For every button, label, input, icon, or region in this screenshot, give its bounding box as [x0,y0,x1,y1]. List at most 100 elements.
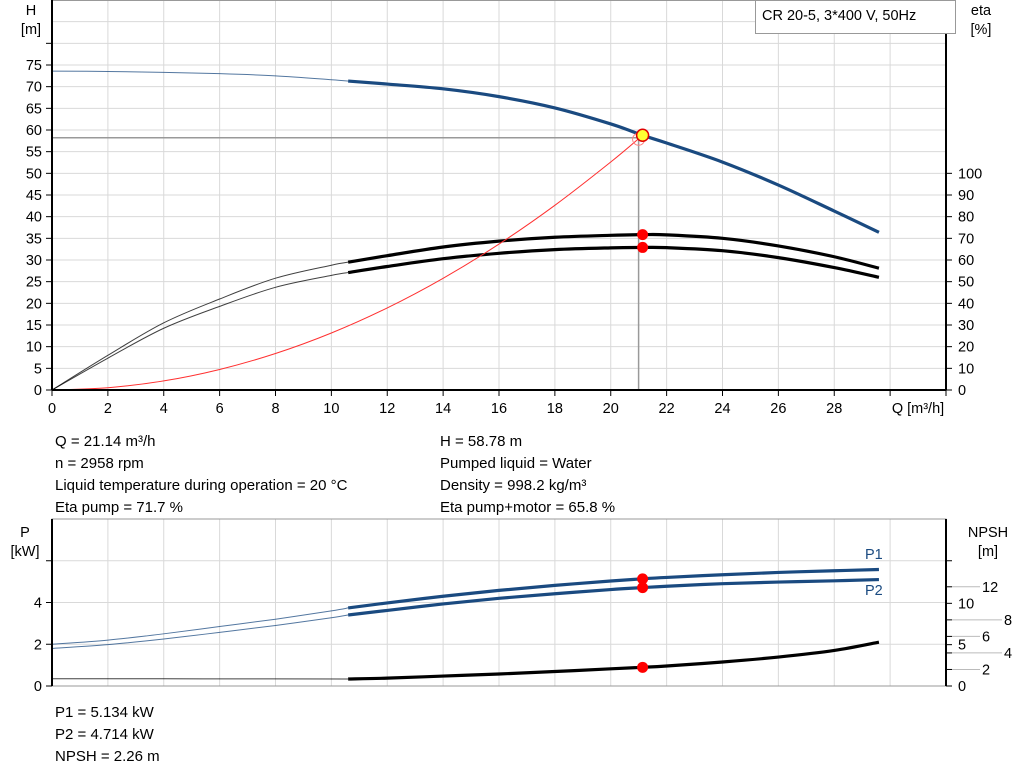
y-left-tick-label: 0 [34,383,42,399]
P2-curve [347,577,879,617]
x-tick-label: 4 [160,401,168,417]
x-tick-label: 10 [323,401,339,417]
y-right-tick-label: 0 [958,383,966,399]
p1-marker [637,573,649,585]
y-right-tick-label: 70 [958,231,974,247]
y-left-tick-label: 20 [26,296,42,312]
x-tick-label: 22 [659,401,675,417]
duty-info-left: Q = 21.14 m³/h n = 2958 rpm Liquid tempe… [55,431,347,519]
duty-point-marker [635,128,650,143]
top-y-right-label-1: eta [971,3,992,19]
top-y-right-label-2: [%] [971,22,992,38]
npsh-tick-label: 2 [982,662,990,678]
info-pumped-liquid: Pumped liquid = Water [440,455,592,472]
y-left-tick-label: 35 [26,231,42,247]
top-chart-grid [52,0,946,390]
y-left-tick-label: 70 [26,80,42,96]
legend-text: CR 20-5, 3*400 V, 50Hz [762,8,916,24]
npsh-tick-label: 4 [1004,646,1012,662]
duty-info-right: H = 58.78 m Pumped liquid = Water Densit… [440,431,615,519]
p-tick-label: 4 [34,596,42,612]
npsh-tick-label: 6 [982,629,990,645]
info-eta-pump: Eta pump = 71.7 % [55,499,183,516]
x-tick-label: 12 [379,401,395,417]
eta_pump-curve-thin [51,261,349,391]
npsh-tick-label: 0 [958,679,966,695]
x-tick-label: 6 [216,401,224,417]
info-liquid-temp: Liquid temperature during operation = 20… [55,477,348,494]
eta_pump-curve [347,232,880,270]
y-right-tick-label: 90 [958,188,974,204]
bottom-y-right-label-1: NPSH [968,525,1008,541]
x-tick-label: 0 [48,401,56,417]
npsh-tick-label: 10 [958,596,974,612]
npsh-marker [637,661,649,673]
y-left-tick-label: 10 [26,340,42,356]
p2-marker [637,582,649,594]
P2-curve-thin [51,614,349,649]
eta-pump-marker [637,229,649,241]
x-tick-label: 24 [714,401,730,417]
x-tick-label: 8 [271,401,279,417]
x-tick-label: 18 [547,401,563,417]
bottom-y-left-label-1: P [20,525,30,541]
y-left-tick-label: 25 [26,275,42,291]
P1-curve [347,567,879,610]
x-tick-label: 16 [491,401,507,417]
y-right-tick-label: 30 [958,318,974,334]
y-left-tick-label: 45 [26,188,42,204]
eta_pump_motor-curve [347,245,880,279]
bottom-y-left-label-2: [kW] [11,544,40,560]
y-left-tick-label: 60 [26,123,42,139]
axes: 0 2 4 6 8 10 12 14 16 18 20 22 24 26 28051015202530354… [26,0,1012,695]
y-left-tick-label: 75 [26,58,42,74]
npsh-tick-label: 12 [982,580,998,596]
p-tick-label: 0 [34,679,42,695]
bottom-chart-grid [52,519,946,686]
info-p1: P1 = 5.134 kW [55,704,154,721]
system_curve-curve [51,134,643,391]
x-tick-label: 20 [603,401,619,417]
x-tick-label: 28 [826,401,842,417]
npsh-tick-label: 5 [958,638,966,654]
P1-curve-thin [51,607,349,645]
NPSH-curve [348,640,880,681]
eta_pump_motor-curve-thin [51,272,349,391]
p2-series-label: P2 [865,583,883,599]
info-head: H = 58.78 m [440,433,523,450]
y-right-tick-label: 50 [958,275,974,291]
y-left-tick-label: 50 [26,166,42,182]
x-tick-label: 14 [435,401,451,417]
bottom-y-right-label-2: [m] [978,544,998,560]
info-density: Density = 998.2 kg/m³ [440,477,587,494]
info-speed: n = 2958 rpm [55,455,144,472]
H-curve-thin [51,70,349,82]
info-eta-pump-motor: Eta pump+motor = 65.8 % [440,499,616,516]
y-left-tick-label: 15 [26,318,42,334]
y-left-tick-label: 40 [26,210,42,226]
p-tick-label: 2 [34,637,42,653]
x-tick-label: 26 [770,401,786,417]
x-axis-label: Q [m³/h] [892,401,944,417]
info-p2: P2 = 4.714 kW [55,726,154,743]
duty-info-bottom: P1 = 5.134 kW P2 = 4.714 kW NPSH = 2.26 … [55,702,160,768]
y-right-tick-label: 10 [958,361,974,377]
y-right-tick-label: 20 [958,340,974,356]
y-left-tick-label: 65 [26,101,42,117]
y-right-tick-label: 40 [958,296,974,312]
top-y-left-label-1: H [26,3,36,19]
y-left-tick-label: 30 [26,253,42,269]
legend-box [755,0,956,34]
npsh-tick-label: 8 [1004,613,1012,629]
p1-series-label: P1 [865,547,883,563]
y-right-tick-label: 60 [958,253,974,269]
y-right-tick-label: 100 [958,166,982,182]
top-y-left-label-2: [m] [21,22,41,38]
info-npsh: NPSH = 2.26 m [55,748,160,765]
x-tick-label: 2 [104,401,112,417]
H-curve [348,79,880,234]
curves [51,70,880,681]
y-left-tick-label: 5 [34,361,42,377]
eta-pump-motor-marker [637,241,649,253]
y-right-tick-label: 80 [958,210,974,226]
